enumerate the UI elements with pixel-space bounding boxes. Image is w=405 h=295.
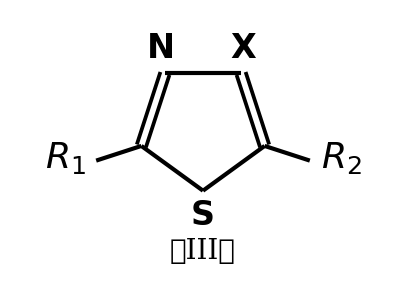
Text: N: N <box>146 32 174 65</box>
Text: $R_1$: $R_1$ <box>45 140 85 176</box>
Text: $R_2$: $R_2$ <box>320 140 360 176</box>
Text: X: X <box>230 32 256 65</box>
Text: S: S <box>190 199 215 232</box>
Text: （III）: （III） <box>170 238 235 265</box>
